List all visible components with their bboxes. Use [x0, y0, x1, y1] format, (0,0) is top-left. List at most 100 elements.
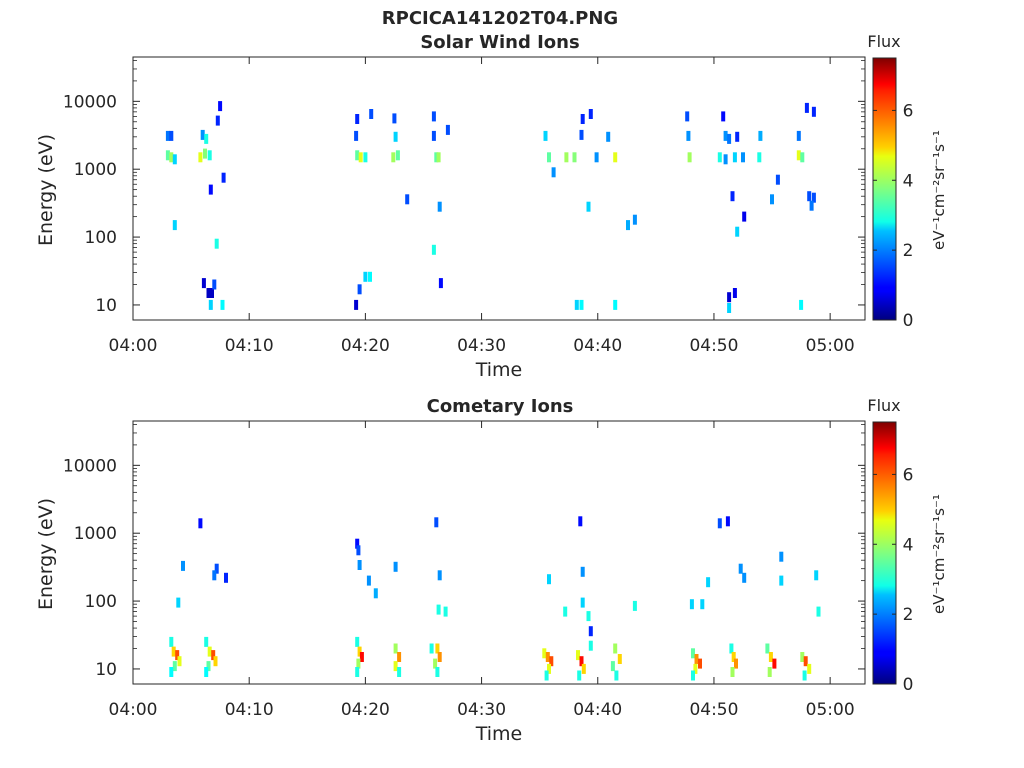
x-tick-label: 04:40 [573, 336, 622, 356]
colorbar: Flux 0 2 4 6 eV⁻¹cm⁻²sr⁻¹s⁻¹ [867, 32, 948, 331]
heatmap-cell [203, 148, 207, 159]
heatmap-cell [391, 152, 396, 163]
heatmap-cell [613, 152, 618, 163]
heatmap-cell [214, 238, 219, 249]
colorbar-title: Flux [867, 32, 900, 51]
heatmap-cell [586, 611, 591, 622]
heatmap-cell [212, 279, 217, 290]
heatmap-cell [732, 152, 737, 163]
heatmap-cell [706, 577, 711, 588]
heatmap-cell [176, 597, 181, 608]
heatmap-cell [800, 652, 805, 662]
heatmap-cell [614, 670, 619, 681]
heatmap-cell [807, 663, 812, 674]
x-axis-label: Time [475, 359, 523, 381]
heatmap-cell [576, 650, 580, 661]
heatmap-cell [429, 643, 434, 654]
plot-area [132, 420, 866, 685]
heatmap-cell [572, 152, 577, 163]
heatmap-cell [431, 130, 436, 141]
colorbar-gradient [872, 421, 897, 685]
heatmap-cell [551, 167, 556, 178]
heatmap-cell [355, 538, 360, 549]
heatmap-cell [172, 661, 177, 672]
heatmap-cell [435, 643, 440, 654]
heatmap-cell [723, 130, 728, 141]
heatmap-cell [215, 115, 220, 126]
heatmap-cell [770, 194, 774, 205]
heatmap-cell [405, 194, 410, 205]
heatmap-cell [613, 643, 618, 654]
heatmap-cell [717, 152, 722, 163]
heatmap-cell [694, 654, 699, 664]
heatmap-cell [613, 299, 618, 310]
heatmap-cell [691, 670, 695, 681]
heatmap-cell [779, 575, 784, 586]
heatmap-cell [169, 152, 174, 163]
heatmap-cell [445, 124, 450, 135]
heatmap-cell [804, 102, 809, 113]
heatmap-cells [169, 516, 821, 681]
heatmap-cell [727, 303, 732, 313]
heatmap-cell [218, 101, 223, 112]
heatmap-cell [542, 648, 547, 659]
heatmap-cell [204, 636, 209, 647]
heatmap-cell [355, 636, 360, 647]
heatmap-cell [734, 658, 738, 669]
heatmap-cell [543, 130, 548, 141]
y-tick-label: 100 [85, 228, 117, 248]
heatmap-cell [796, 130, 801, 141]
y-axis-label: Energy (eV) [35, 134, 57, 246]
heatmap-cell [549, 656, 554, 667]
y-tick-label: 1000 [74, 160, 117, 180]
heatmap-cell [221, 172, 226, 183]
heatmap-cell [814, 570, 819, 581]
heatmap-cell [437, 652, 442, 662]
heatmap-cell [730, 667, 735, 677]
heatmap-cell [765, 643, 770, 654]
colorbar-ticks: 0 2 4 6 [873, 465, 913, 695]
heatmap-cell [757, 152, 762, 163]
heatmap-cell [357, 560, 362, 570]
panel-title: Solar Wind Ions [420, 32, 579, 53]
heatmap-cell [730, 191, 735, 202]
heatmap-cell [768, 652, 773, 662]
heatmap-cell [717, 518, 722, 529]
heatmap-cell [393, 643, 398, 654]
heatmap-cell [363, 152, 368, 163]
heatmap-cell [732, 288, 737, 298]
heatmap-cell [767, 667, 772, 677]
y-axis-label: Energy (eV) [35, 498, 57, 610]
colorbar-unit-label: eV⁻¹cm⁻²sr⁻¹s⁻¹ [930, 130, 948, 250]
heatmap-cell [438, 278, 443, 289]
heatmap-cell [181, 560, 185, 571]
heatmap-cell [393, 131, 398, 142]
x-tick-label: 04:30 [457, 336, 506, 356]
heatmap-cell [198, 518, 203, 529]
heatmap-cell [803, 656, 808, 667]
y-tick-label: 10000 [63, 456, 117, 476]
heatmap-cell [207, 150, 212, 161]
heatmap-cell [544, 670, 549, 681]
colorbar-unit-label: eV⁻¹cm⁻²sr⁻¹s⁻¹ [930, 494, 948, 614]
x-tick-label: 05:00 [806, 336, 855, 356]
heatmap-cell [208, 184, 213, 195]
heatmap-cell [581, 663, 586, 674]
heatmap-cell [811, 192, 816, 203]
heatmap-cell [443, 606, 448, 617]
heatmap-cell [198, 152, 203, 163]
plot-area [132, 56, 866, 321]
colorbar-tick-label: 4 [903, 171, 914, 191]
heatmap-cell [721, 111, 726, 122]
x-tick-label: 04:00 [109, 700, 158, 720]
heatmap-cell [172, 220, 177, 231]
heatmap-cell [206, 288, 211, 298]
heatmap-cell [577, 670, 582, 681]
heatmap-cell [816, 606, 821, 617]
x-tick-label: 04:50 [689, 336, 738, 356]
heatmap-cell [368, 271, 372, 282]
x-tick-label: 04:50 [689, 700, 738, 720]
heatmap-cell [723, 154, 728, 165]
heatmap-cell [169, 130, 174, 141]
